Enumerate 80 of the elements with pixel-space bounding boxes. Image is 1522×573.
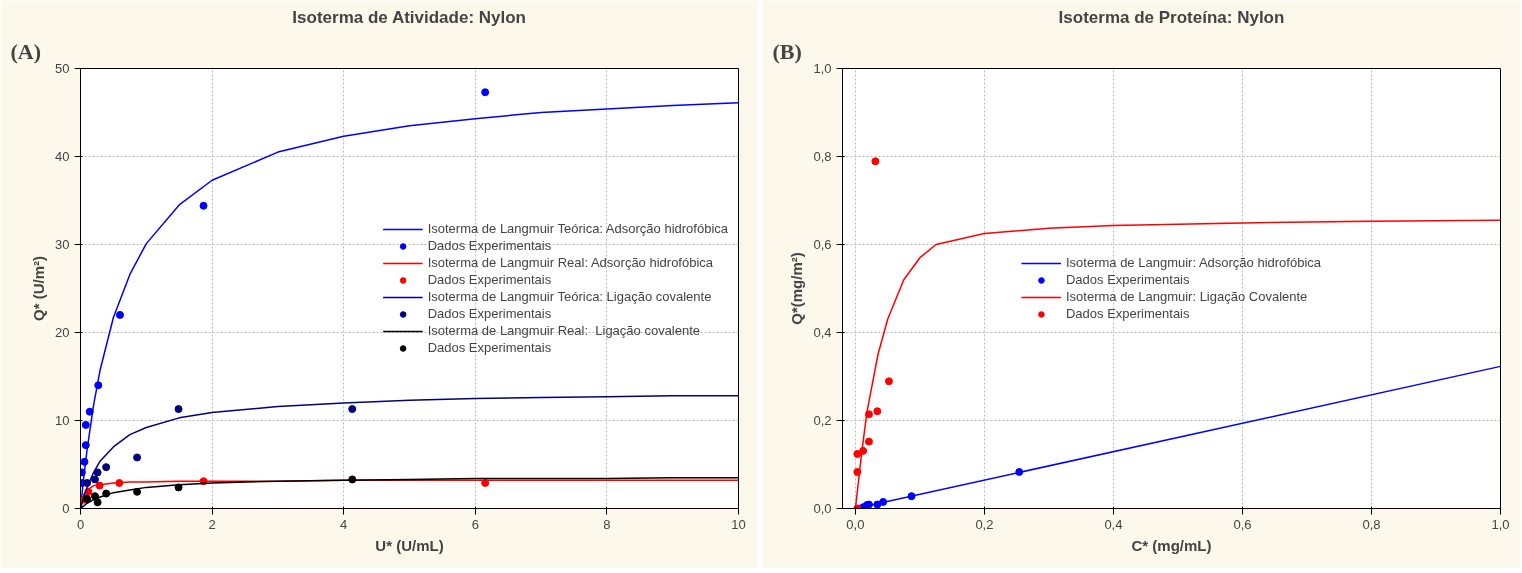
point (1015, 467, 1024, 476)
point (907, 492, 916, 501)
legend-label: Dados Experimentais (1065, 306, 1190, 321)
point (115, 478, 124, 487)
point (81, 420, 90, 429)
point (873, 407, 882, 416)
y-tick-label: 0,2 (813, 413, 832, 428)
y-axis-title: Q* (U/m²) (30, 256, 48, 321)
legend-label: Isoterma de Langmuir Real: Adsorção hidrofóbica (427, 255, 714, 270)
point (85, 407, 94, 416)
legend-label: Isoterma de Langmuir: Ligação Covalente (1065, 289, 1308, 304)
point (102, 463, 111, 472)
point (879, 497, 888, 506)
point (884, 377, 893, 386)
point (871, 157, 880, 166)
x-tick-label: 10 (731, 516, 746, 532)
point (133, 487, 142, 496)
x-tick-label: 0,0 (846, 516, 865, 532)
y-tick-label: 10 (55, 413, 70, 428)
point (80, 457, 89, 466)
point (115, 310, 124, 319)
point (133, 453, 142, 462)
text: (B) (772, 38, 802, 64)
point (853, 449, 862, 458)
point (174, 405, 183, 414)
y-tick-label: 0,6 (813, 237, 832, 252)
point (864, 410, 873, 419)
text: (A) (10, 38, 42, 64)
chart-title: Isoterma de Atividade: Nylon (292, 7, 527, 27)
x-axis-title: U* (U/mL) (375, 536, 444, 554)
point (81, 441, 90, 450)
x-tick-label: 0,8 (1362, 516, 1381, 532)
point (481, 478, 490, 487)
point (83, 478, 92, 487)
y-tick-label: 0,8 (813, 149, 832, 164)
point (864, 437, 873, 446)
legend-label: Dados Experimentais (427, 238, 552, 253)
y-tick-label: 40 (55, 149, 70, 164)
point (873, 500, 882, 509)
point (853, 467, 862, 476)
chart-title: Isoterma de Proteína: Nylon (1058, 7, 1285, 27)
legend-label: Isoterma de Langmuir Teórica: Ligação covalente (427, 289, 712, 304)
x-axis-title: C* (mg/mL) (1131, 536, 1212, 554)
x-tick-label: 0,2 (975, 516, 994, 532)
point (95, 481, 104, 490)
y-tick-label: 50 (55, 61, 70, 76)
legend-label: Isoterma de Langmuir Teórica: Adsorção hidrofóbica (427, 221, 728, 236)
x-tick-label: 2 (208, 516, 216, 532)
y-tick-label: 1,0 (813, 61, 832, 76)
point (174, 483, 183, 492)
point (90, 492, 99, 501)
y-tick-label: 20 (55, 325, 70, 340)
legend-label: Dados Experimentais (427, 272, 552, 287)
x-tick-label: 0,6 (1233, 516, 1252, 532)
x-tick-label: 8 (603, 516, 611, 532)
x-tick-label: 1,0 (1491, 516, 1510, 532)
point (348, 405, 357, 414)
x-tick-label: 4 (340, 516, 348, 532)
point (859, 446, 868, 455)
y-tick-label: 0,0 (813, 501, 832, 516)
legend-label: Dados Experimentais (1065, 272, 1190, 287)
point (481, 88, 490, 97)
y-tick-label: 30 (55, 237, 70, 252)
x-tick-label: 6 (471, 516, 479, 532)
point (94, 381, 103, 390)
x-tick-label: 0 (76, 516, 85, 532)
point (102, 489, 111, 498)
legend-label: Isoterma de Langmuir: Adsorção hidrofóbica (1065, 255, 1322, 270)
point (90, 475, 99, 484)
point (348, 475, 357, 484)
x-tick-label: 0,4 (1104, 516, 1123, 532)
y-tick-label: 0 (62, 501, 70, 516)
legend-label: Dados Experimentais (427, 306, 552, 321)
legend-label: Dados Experimentais (427, 340, 552, 355)
point (199, 201, 208, 210)
point (93, 498, 102, 507)
legend-label: Isoterma de Langmuir Real: Ligação covalente (427, 323, 701, 338)
point (93, 468, 102, 477)
y-tick-label: 0,4 (813, 325, 832, 340)
y-axis-title: Q*(mg/m²) (788, 252, 806, 325)
